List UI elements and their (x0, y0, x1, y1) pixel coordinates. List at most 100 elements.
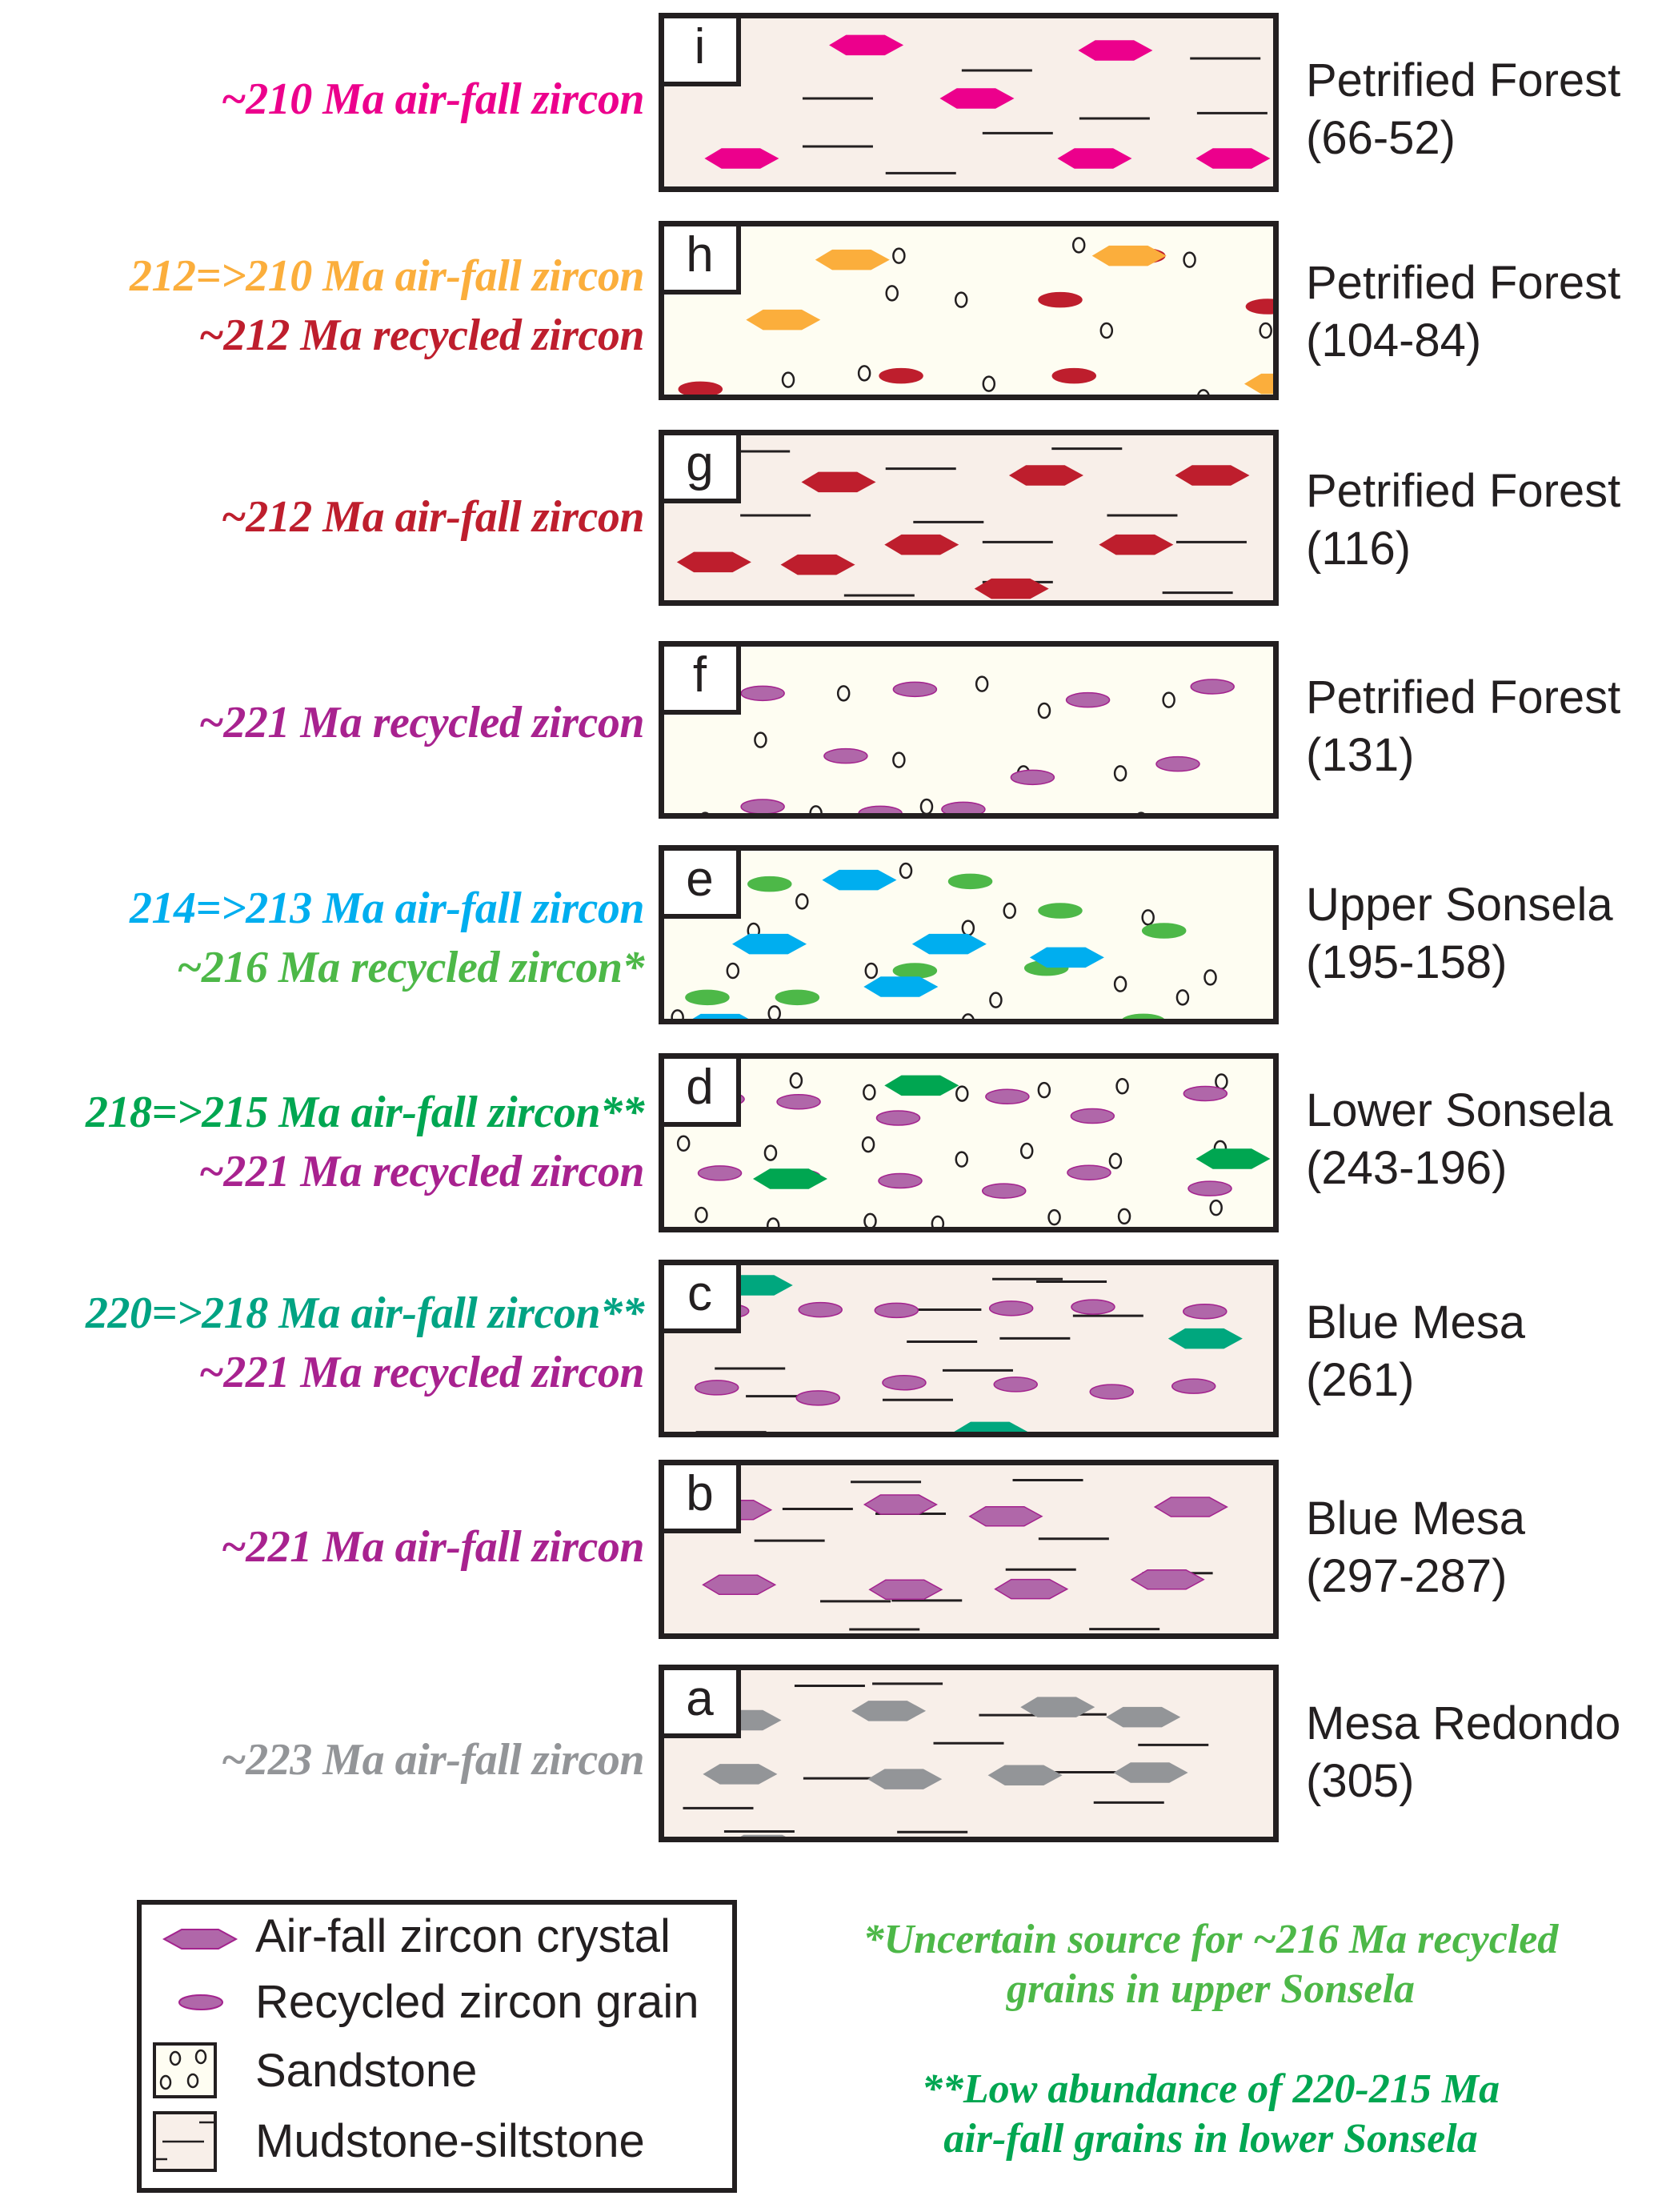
recycled-zircon-grain (795, 1390, 840, 1406)
legend-item-mudstone: Mudstone-siltstone (142, 2111, 732, 2175)
recycled-zircon-grain (694, 1380, 739, 1396)
footnote-uncertain-source: *Uncertain source for ~216 Ma recycled g… (811, 1915, 1611, 2014)
airfall-zircon-crystal (1057, 148, 1132, 169)
airfall-zircon-crystal (1020, 1697, 1095, 1717)
recycled-zircon-grain (678, 381, 723, 395)
recycled-zircon-grain (1071, 1299, 1115, 1315)
legend: Air-fall zircon crystal Recycled zircon … (137, 1900, 737, 2193)
airfall-zircon-crystal (1167, 1328, 1243, 1349)
airfall-zircon-crystal (815, 249, 890, 270)
unit-range: (305) (1306, 1755, 1415, 1807)
age-label-a: ~223 Ma air-fall zircon (221, 1730, 645, 1789)
sand-grain (789, 1072, 803, 1089)
panel-marks (698, 1478, 1228, 1631)
recycled-zircon-grain (941, 801, 986, 813)
sand-grain (955, 1151, 969, 1168)
sand-grain (885, 285, 899, 302)
sand-grain (676, 1135, 691, 1152)
recycled-zircon-grain (981, 1183, 1027, 1199)
panel-e: e (659, 845, 1279, 1024)
airfall-zircon-crystal (863, 1494, 938, 1515)
recycled-zircon-grain (874, 1302, 919, 1319)
sand-grain (954, 291, 968, 308)
panel-marks (683, 1682, 1209, 1837)
sand-grain (975, 675, 989, 692)
footnote-line: **Low abundance of 220-215 Ma (921, 2066, 1500, 2112)
sandstone-swatch (153, 2042, 217, 2098)
airfall-zircon-crystal (884, 534, 959, 555)
recycled-zircon-grain (1171, 1378, 1216, 1394)
sand-grain (892, 751, 906, 768)
age-label-line: ~216 Ma recycled zircon* (176, 943, 645, 992)
panel-letter: f (664, 647, 741, 715)
unit-name: Mesa Redondo (1306, 1697, 1621, 1749)
sand-grain (864, 962, 879, 980)
panel-i: i (659, 13, 1279, 192)
unit-name: Petrified Forest (1306, 257, 1621, 309)
airfall-zircon-crystal (911, 933, 987, 955)
recycled-zircon-grain (993, 1376, 1038, 1393)
sand-grain (1141, 909, 1155, 926)
sand-grain (767, 1005, 781, 1019)
sand-grain (1215, 1073, 1228, 1090)
recycled-zircon-grain (1190, 679, 1235, 695)
legend-label: Mudstone-siltstone (255, 2115, 645, 2167)
hexagon-icon (162, 1929, 238, 1950)
airfall-zircon-crystal (1008, 465, 1083, 486)
age-label-line: 218=>215 Ma air-fall zircon** (85, 1088, 645, 1137)
age-label-line: 212=>210 Ma air-fall zircon (129, 251, 645, 301)
unit-label-b: Blue Mesa (297-287) (1306, 1490, 1525, 1605)
sand-grain (766, 1217, 780, 1227)
panel-b: b (659, 1460, 1279, 1639)
sand-grain (1047, 1208, 1061, 1226)
airfall-zircon-crystal (1244, 373, 1273, 395)
age-label-e: 214=>213 Ma air-fall zircon ~216 Ma recy… (130, 879, 645, 997)
airfall-zircon-crystal (994, 1578, 1069, 1600)
recycled-zircon-grain (988, 1300, 1034, 1316)
panel-f: f (659, 641, 1279, 819)
footnote-line: grains in upper Sonsela (1006, 1966, 1416, 2012)
recycled-zircon-grain (798, 1301, 843, 1318)
unit-range: (131) (1306, 729, 1415, 781)
panel-marks (676, 447, 1250, 599)
panel-g: g (659, 430, 1279, 606)
airfall-zircon-crystal (1113, 1762, 1188, 1783)
age-label-line: ~221 Ma recycled zircon (198, 698, 644, 747)
sand-grain (1162, 691, 1175, 708)
recycled-zircon-grain (947, 873, 993, 890)
sand-grain (857, 365, 871, 382)
sand-grain (1197, 389, 1210, 395)
sand-grain (1113, 976, 1127, 992)
unit-label-g: Petrified Forest (116) (1306, 463, 1620, 578)
panel-letter: i (664, 18, 741, 86)
unit-label-c: Blue Mesa (261) (1306, 1294, 1525, 1409)
recycled-zircon-grain (875, 1110, 921, 1126)
recycled-zircon-grain (685, 989, 730, 1006)
recycled-zircon-grain (775, 989, 820, 1006)
recycled-zircon-grain (1122, 1013, 1164, 1019)
legend-item-recycled: Recycled zircon grain (142, 1976, 732, 2046)
recycled-zircon-grain (1038, 903, 1083, 919)
recycled-zircon-grain (892, 963, 938, 979)
sand-grain (695, 1206, 708, 1224)
airfall-zircon-crystal (974, 578, 1049, 599)
age-label-h: 212=>210 Ma air-fall zircon ~212 Ma recy… (129, 246, 645, 365)
panel-marks (678, 237, 1273, 395)
age-label-d: 218=>215 Ma air-fall zircon** ~221 Ma re… (85, 1083, 645, 1201)
legend-label: Recycled zircon grain (255, 1976, 699, 2028)
recycled-zircon-grain (1155, 755, 1200, 772)
sand-grain (863, 1212, 877, 1227)
airfall-zircon-crystal (1175, 465, 1250, 486)
sand-grain (989, 992, 1003, 1008)
recycled-zircon-grain (985, 1088, 1030, 1105)
unit-range: (243-196) (1306, 1142, 1508, 1194)
panel-marks (672, 1072, 1271, 1227)
ellipse-icon (178, 1994, 223, 2010)
sand-grain (809, 805, 823, 813)
recycled-zircon-grain (1067, 1164, 1111, 1180)
recycled-zircon-grain (1183, 1085, 1228, 1102)
unit-name: Petrified Forest (1306, 54, 1621, 106)
sand-grain (763, 1144, 778, 1161)
sand-grain (1019, 1142, 1034, 1160)
footnote-low-abundance: **Low abundance of 220-215 Ma air-fall g… (811, 2065, 1611, 2164)
